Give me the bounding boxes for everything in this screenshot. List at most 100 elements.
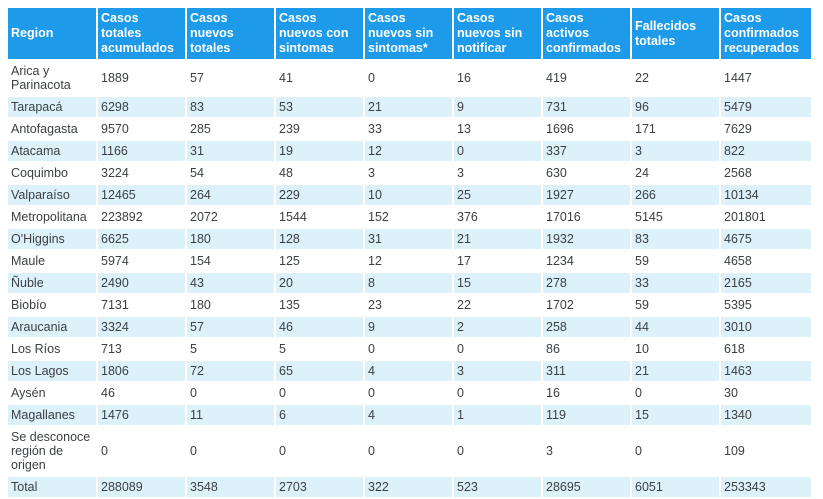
table-row: Ñuble 2490 43 20 8 15 278 33 2165: [8, 273, 811, 293]
value-cell: 239: [276, 119, 363, 139]
value-cell: 48: [276, 163, 363, 183]
value-cell: 96: [632, 97, 719, 117]
value-cell: 3: [365, 163, 452, 183]
value-cell: 13: [454, 119, 541, 139]
table-row: O'Higgins 6625 180 128 31 21 1932 83 4675: [8, 229, 811, 249]
value-cell: 30: [721, 383, 811, 403]
region-cell: O'Higgins: [8, 229, 96, 249]
value-cell: 46: [98, 383, 185, 403]
value-cell: 229: [276, 185, 363, 205]
value-cell: 0: [454, 141, 541, 161]
value-cell: 1340: [721, 405, 811, 425]
column-header: Casos nuevos totales: [187, 8, 274, 59]
value-cell: 22: [454, 295, 541, 315]
value-cell: 0: [276, 427, 363, 475]
table-row: Maule 5974 154 125 12 17 1234 59 4658: [8, 251, 811, 271]
value-cell: 7629: [721, 119, 811, 139]
value-cell: 33: [632, 273, 719, 293]
region-cell: Araucania: [8, 317, 96, 337]
value-cell: 15: [454, 273, 541, 293]
value-cell: 6: [276, 405, 363, 425]
region-cell: Los Ríos: [8, 339, 96, 359]
value-cell: 253343: [721, 477, 811, 497]
value-cell: 72: [187, 361, 274, 381]
value-cell: 201801: [721, 207, 811, 227]
value-cell: 288089: [98, 477, 185, 497]
value-cell: 3: [632, 141, 719, 161]
value-cell: 128: [276, 229, 363, 249]
table-row: Arica y Parinacota 1889 57 41 0 16 419 22 1447: [8, 61, 811, 95]
value-cell: 0: [454, 383, 541, 403]
table-row: Los Ríos 713 5 5 0 0 86 10 618: [8, 339, 811, 359]
value-cell: 1889: [98, 61, 185, 95]
value-cell: 22: [632, 61, 719, 95]
value-cell: 135: [276, 295, 363, 315]
table-body: Arica y Parinacota 1889 57 41 0 16 419 22 1447 Ta…: [8, 61, 811, 497]
region-cell: Metropolitana: [8, 207, 96, 227]
value-cell: 3: [454, 163, 541, 183]
value-cell: 28695: [543, 477, 630, 497]
value-cell: 31: [187, 141, 274, 161]
value-cell: 2072: [187, 207, 274, 227]
total-row: Total 288089 3548 2703 322 523 28695 6051 253343: [8, 477, 811, 497]
value-cell: 21: [632, 361, 719, 381]
value-cell: 180: [187, 295, 274, 315]
value-cell: 17: [454, 251, 541, 271]
region-cell: Se desconoce región de origen: [8, 427, 96, 475]
value-cell: 5395: [721, 295, 811, 315]
value-cell: 0: [276, 383, 363, 403]
value-cell: 10: [632, 339, 719, 359]
table-row: Magallanes 1476 11 6 4 1 119 15 1340: [8, 405, 811, 425]
value-cell: 1476: [98, 405, 185, 425]
value-cell: 23: [365, 295, 452, 315]
value-cell: 83: [632, 229, 719, 249]
value-cell: 54: [187, 163, 274, 183]
table-row: Se desconoce región de origen 0 0 0 0 0 3 0 109: [8, 427, 811, 475]
region-cell: Maule: [8, 251, 96, 271]
covid-cases-table: Region Casos totales acumulados Casos nuev…: [6, 6, 813, 499]
value-cell: 0: [365, 427, 452, 475]
value-cell: 10: [365, 185, 452, 205]
value-cell: 0: [365, 383, 452, 403]
value-cell: 6051: [632, 477, 719, 497]
value-cell: 311: [543, 361, 630, 381]
value-cell: 4658: [721, 251, 811, 271]
value-cell: 21: [454, 229, 541, 249]
column-header-region: Region: [8, 8, 96, 59]
value-cell: 0: [632, 383, 719, 403]
table-row: Valparaíso 12465 264 229 10 25 1927 266 10134: [8, 185, 811, 205]
region-cell: Atacama: [8, 141, 96, 161]
value-cell: 6298: [98, 97, 185, 117]
value-cell: 2: [454, 317, 541, 337]
region-cell: Tarapacá: [8, 97, 96, 117]
value-cell: 3010: [721, 317, 811, 337]
region-cell: Magallanes: [8, 405, 96, 425]
value-cell: 1544: [276, 207, 363, 227]
value-cell: 3: [543, 427, 630, 475]
value-cell: 1166: [98, 141, 185, 161]
region-cell: Coquimbo: [8, 163, 96, 183]
value-cell: 1932: [543, 229, 630, 249]
value-cell: 9: [365, 317, 452, 337]
value-cell: 3: [454, 361, 541, 381]
value-cell: 5145: [632, 207, 719, 227]
value-cell: 1463: [721, 361, 811, 381]
value-cell: 630: [543, 163, 630, 183]
value-cell: 5479: [721, 97, 811, 117]
value-cell: 33: [365, 119, 452, 139]
table-row: Coquimbo 3224 54 48 3 3 630 24 2568: [8, 163, 811, 183]
value-cell: 4675: [721, 229, 811, 249]
value-cell: 109: [721, 427, 811, 475]
value-cell: 1447: [721, 61, 811, 95]
value-cell: 4: [365, 405, 452, 425]
value-cell: 12: [365, 251, 452, 271]
region-cell: Total: [8, 477, 96, 497]
value-cell: 16: [543, 383, 630, 403]
value-cell: 3548: [187, 477, 274, 497]
value-cell: 0: [365, 61, 452, 95]
value-cell: 152: [365, 207, 452, 227]
value-cell: 119: [543, 405, 630, 425]
column-header: Fallecidos totales: [632, 8, 719, 59]
value-cell: 1: [454, 405, 541, 425]
